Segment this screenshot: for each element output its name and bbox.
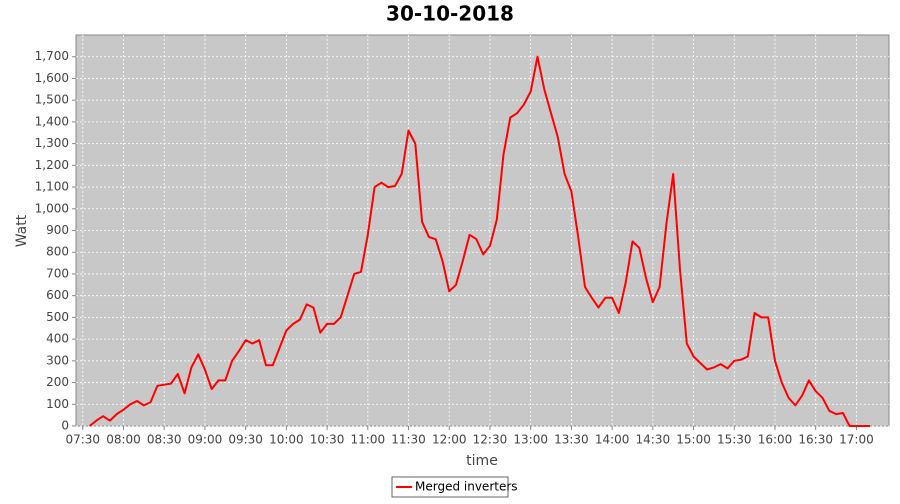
y-tick-label: 1,500 xyxy=(35,93,69,107)
x-tick-label: 09:30 xyxy=(228,433,263,447)
y-tick-label: 900 xyxy=(46,223,69,237)
x-tick-label: 15:30 xyxy=(717,433,752,447)
y-tick-label: 400 xyxy=(46,332,69,346)
y-tick-label: 1,400 xyxy=(35,114,69,128)
series-line xyxy=(88,55,870,427)
y-tick-label: 0 xyxy=(61,419,69,433)
x-tick-label: 14:30 xyxy=(636,433,671,447)
x-tick-label: 09:00 xyxy=(188,433,223,447)
chart-title: 30-10-2018 xyxy=(386,2,514,26)
y-tick-label: 200 xyxy=(46,375,69,389)
y-tick-label: 1,700 xyxy=(35,49,69,63)
y-tick-label: 700 xyxy=(46,266,69,280)
y-tick-label: 1,000 xyxy=(35,201,69,215)
x-tick-label: 11:00 xyxy=(351,433,386,447)
y-tick-label: 1,300 xyxy=(35,136,69,150)
x-tick-label: 16:00 xyxy=(758,433,793,447)
x-tick-label: 08:00 xyxy=(106,433,141,447)
y-tick-label: 100 xyxy=(46,397,69,411)
x-tick-label: 13:30 xyxy=(554,433,589,447)
y-tick-label: 1,600 xyxy=(35,71,69,85)
x-tick-label: 12:00 xyxy=(432,433,467,447)
y-tick-label: 1,100 xyxy=(35,180,69,194)
x-tick-label: 12:30 xyxy=(473,433,508,447)
x-tick-label: 16:30 xyxy=(798,433,833,447)
x-tick-label: 11:30 xyxy=(391,433,426,447)
x-axis-label: time xyxy=(466,453,498,469)
x-tick-label: 14:00 xyxy=(595,433,630,447)
legend: Merged inverters xyxy=(391,476,518,498)
y-tick-label: 300 xyxy=(46,353,69,367)
x-tick-label: 07:30 xyxy=(65,433,100,447)
y-tick-label: 1,200 xyxy=(35,158,69,172)
x-tick-label: 15:00 xyxy=(676,433,711,447)
x-tick-label: 10:30 xyxy=(310,433,345,447)
x-tick-label: 17:00 xyxy=(839,433,874,447)
y-tick-label: 500 xyxy=(46,310,69,324)
legend-box xyxy=(391,476,509,498)
x-tick-label: 10:00 xyxy=(269,433,304,447)
x-tick-label: 13:00 xyxy=(513,433,548,447)
x-tick-label: 08:30 xyxy=(147,433,182,447)
y-axis-label: Watt xyxy=(14,214,30,247)
y-tick-label: 800 xyxy=(46,245,69,259)
legend-label: Merged inverters xyxy=(415,480,518,494)
y-tick-label: 600 xyxy=(46,288,69,302)
